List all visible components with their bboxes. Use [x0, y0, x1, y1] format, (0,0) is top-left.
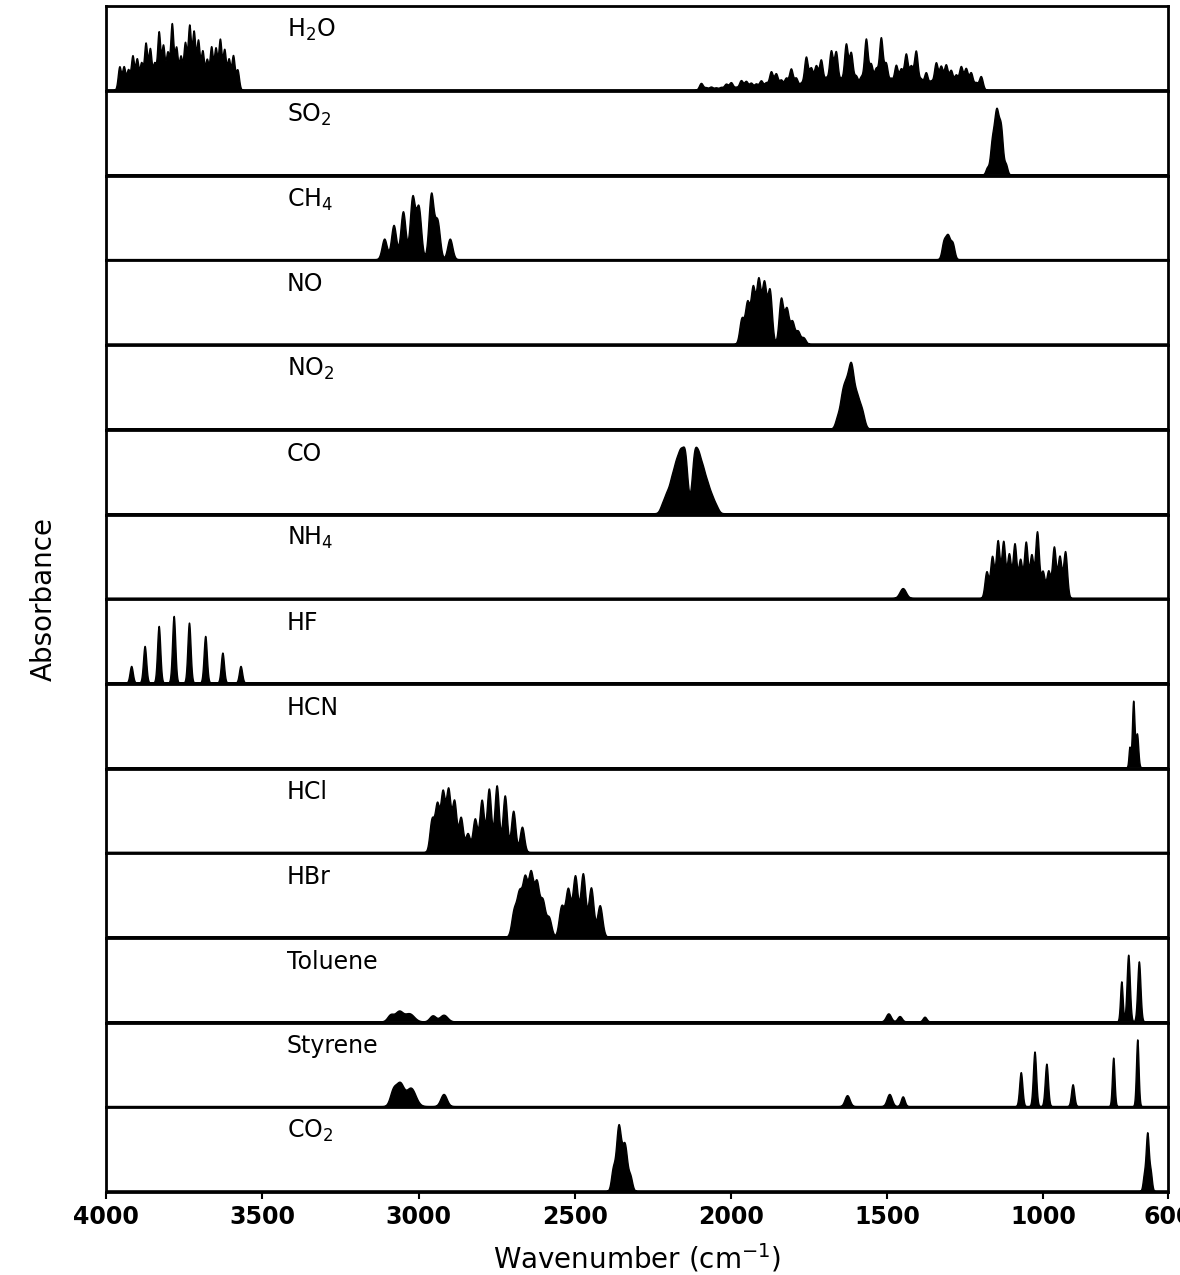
- Text: NH$_4$: NH$_4$: [287, 525, 333, 551]
- Text: HF: HF: [287, 611, 319, 635]
- Text: Wavenumber (cm$^{-1}$): Wavenumber (cm$^{-1}$): [493, 1242, 781, 1275]
- Text: CO: CO: [287, 441, 322, 465]
- Text: HCl: HCl: [287, 780, 328, 805]
- Text: Toluene: Toluene: [287, 950, 378, 974]
- Text: H$_2$O: H$_2$O: [287, 17, 335, 43]
- Text: SO$_2$: SO$_2$: [287, 102, 332, 128]
- Text: Absorbance: Absorbance: [30, 518, 58, 681]
- Text: NO$_2$: NO$_2$: [287, 356, 334, 382]
- Text: NO: NO: [287, 272, 323, 296]
- Text: CH$_4$: CH$_4$: [287, 186, 333, 213]
- Text: Styrene: Styrene: [287, 1034, 379, 1058]
- Text: CO$_2$: CO$_2$: [287, 1118, 333, 1144]
- Text: HBr: HBr: [287, 864, 330, 889]
- Text: HCN: HCN: [287, 696, 339, 719]
